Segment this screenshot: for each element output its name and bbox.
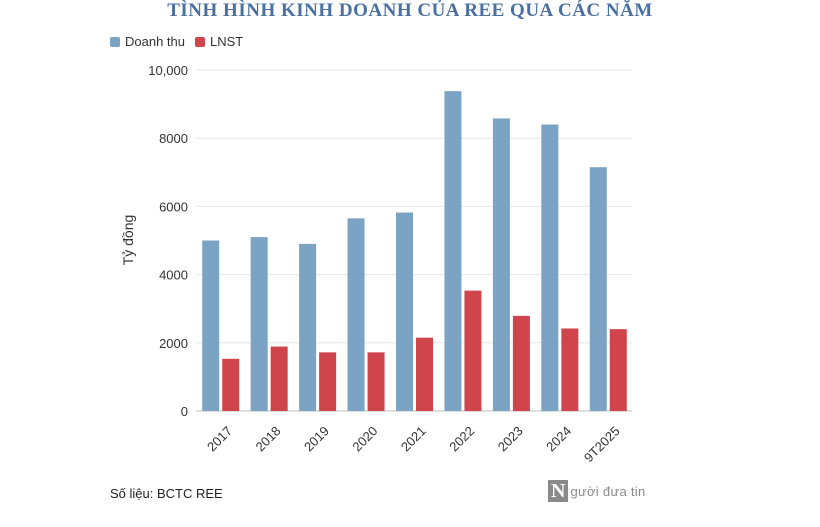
logo-text: gười đưa tin — [570, 483, 646, 499]
x-tick-label: 9T2025 — [581, 423, 623, 465]
y-tick-label: 4000 — [159, 268, 188, 283]
x-tick-label: 2020 — [349, 423, 380, 454]
bar-lnst-2023 — [512, 315, 530, 411]
y-tick-label: 2000 — [159, 336, 188, 351]
bar-lnst-2024 — [561, 328, 579, 411]
bar-lnst-2018 — [270, 346, 288, 411]
x-tick-label: 2017 — [204, 423, 235, 454]
bar-lnst-9T2025 — [609, 329, 627, 411]
chart-title: TÌNH HÌNH KINH DOANH CỦA REE QUA CÁC NĂM — [167, 0, 653, 21]
legend-swatch-doanh-thu — [110, 36, 120, 47]
legend-label-lnst: LNST — [210, 34, 244, 49]
bar-lnst-2017 — [222, 358, 240, 411]
legend-item-doanh-thu: Doanh thu — [110, 34, 185, 49]
bar-doanh-thu-2017 — [202, 240, 220, 411]
bar-doanh-thu-2019 — [299, 243, 317, 411]
legend-item-lnst: LNST — [195, 34, 243, 49]
legend: Doanh thu LNST — [110, 34, 243, 49]
y-tick-label: 10,000 — [148, 63, 188, 78]
bar-doanh-thu-2020 — [347, 218, 365, 411]
y-tick-label: 8000 — [159, 131, 188, 146]
y-axis-title: Tỷ đồng — [120, 215, 136, 266]
bar-lnst-2021 — [416, 337, 433, 411]
x-tick-label: 2024 — [543, 423, 574, 454]
x-tick-label: 2018 — [253, 423, 284, 454]
bar-lnst-2019 — [319, 352, 337, 411]
y-tick-label: 6000 — [159, 199, 188, 214]
x-tick-label: 2022 — [446, 423, 477, 454]
bar-doanh-thu-2022 — [444, 91, 462, 411]
bar-doanh-thu-2023 — [492, 118, 510, 411]
x-tick-label: 2023 — [495, 423, 526, 454]
y-tick-label: 0 — [181, 404, 188, 419]
source-note: Số liệu: BCTC REE — [110, 486, 223, 501]
legend-label-doanh-thu: Doanh thu — [125, 34, 185, 49]
publisher-logo: N gười đưa tin — [548, 480, 646, 502]
bar-doanh-thu-9T2025 — [589, 167, 607, 411]
legend-swatch-lnst — [195, 36, 205, 47]
bar-doanh-thu-2018 — [250, 237, 268, 411]
x-tick-label: 2019 — [301, 423, 332, 454]
bar-lnst-2020 — [367, 352, 385, 411]
bar-doanh-thu-2021 — [396, 212, 413, 411]
bar-lnst-2022 — [464, 290, 482, 411]
logo-mark: N — [548, 480, 569, 502]
x-tick-label: 2021 — [398, 423, 429, 454]
bar-doanh-thu-2024 — [541, 124, 559, 411]
